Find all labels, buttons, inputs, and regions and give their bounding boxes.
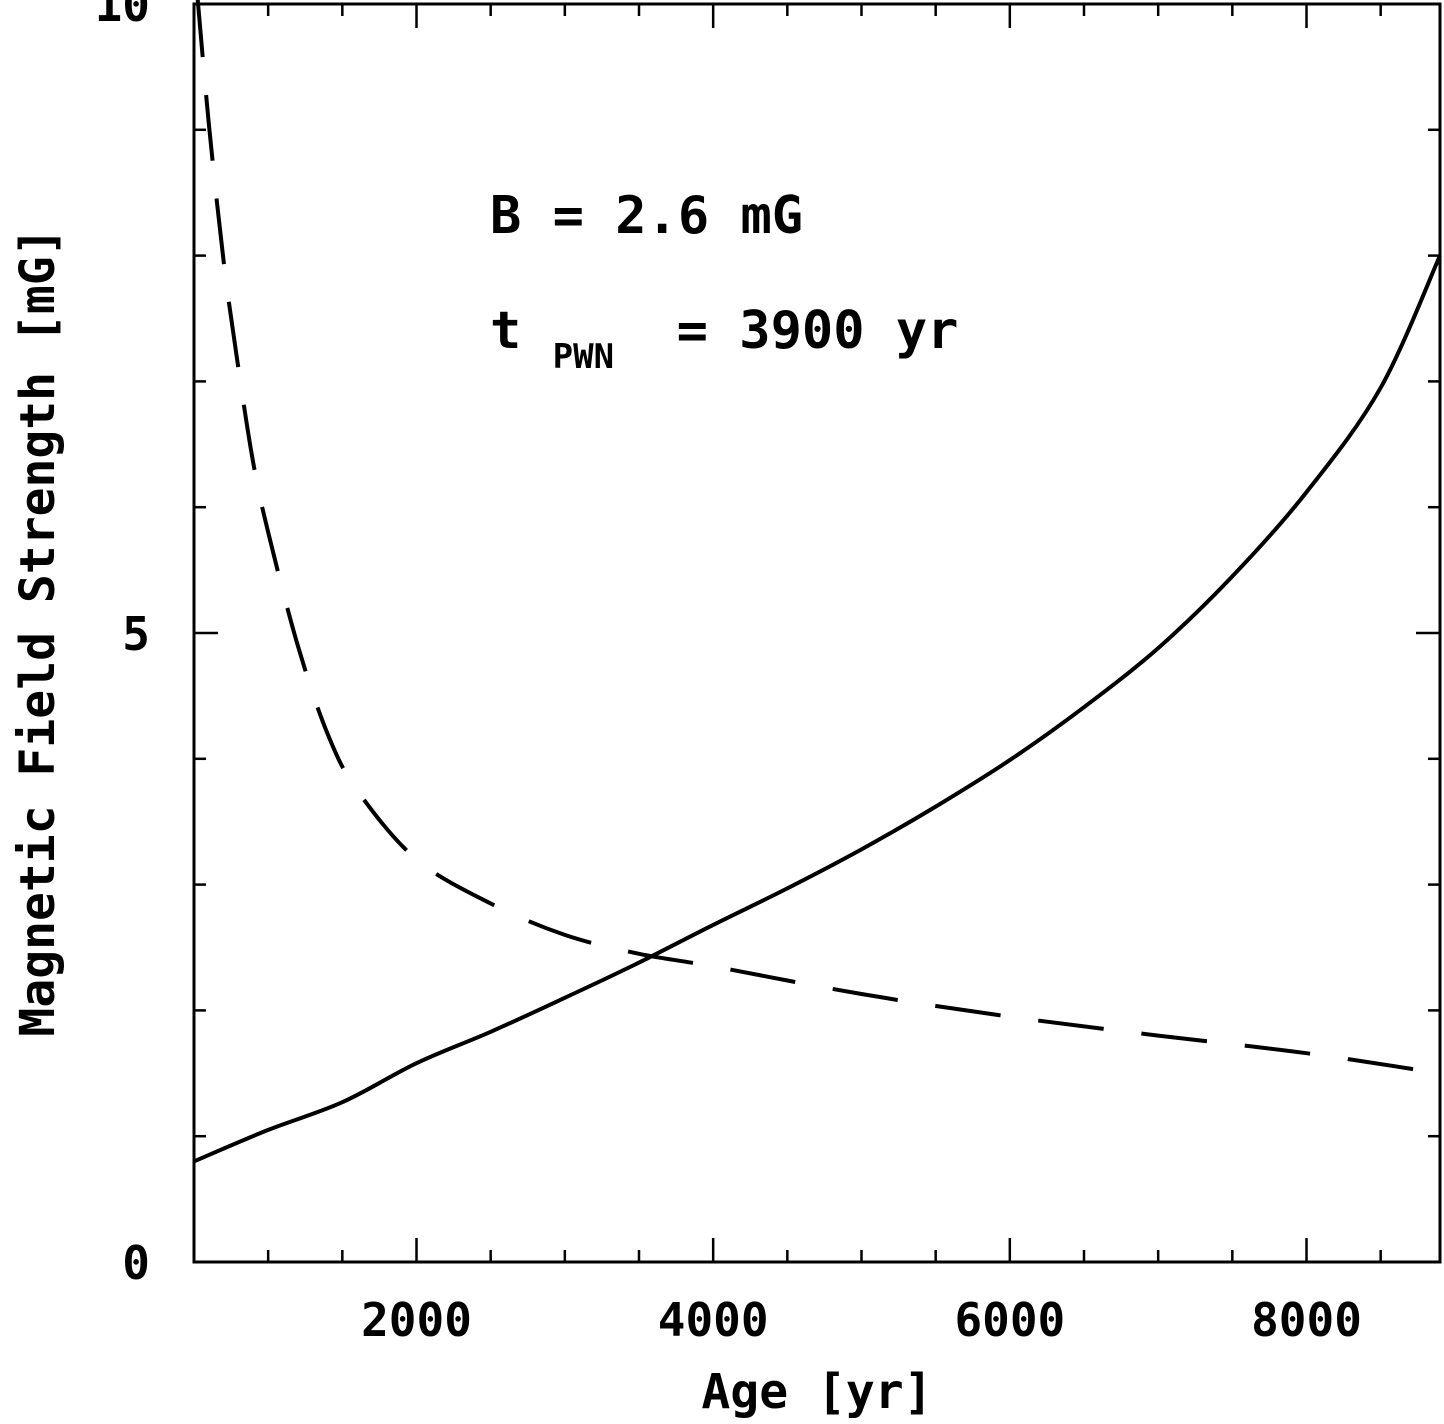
tick-labels: 2000 4000 6000 8000 0 5 10 [95, 0, 1362, 1347]
x-axis-label: Age [yr] [701, 1364, 932, 1420]
x-tick-label: 6000 [954, 1293, 1065, 1347]
b-field-annotation: B = 2.6 mG [490, 186, 803, 246]
x-tick-label: 8000 [1251, 1293, 1362, 1347]
y-tick-label: 0 [122, 1236, 150, 1290]
y-tick-label: 10 [95, 0, 150, 32]
t-pwn-subscript: PWN [553, 337, 614, 377]
t-pwn-main: t [490, 301, 521, 361]
t-pwn-annotation: t PWN = 3900 yr [490, 301, 958, 381]
dashed-series-line [195, 0, 1441, 1076]
solid-series-line [193, 254, 1442, 1164]
y-tick-label: 5 [122, 607, 150, 661]
x-tick-label: 2000 [361, 1293, 472, 1347]
t-pwn-value: = 3900 yr [645, 301, 958, 361]
x-tick-label: 4000 [658, 1293, 769, 1347]
axis-ticks [192, 2, 1440, 1264]
y-axis-label: Magnetic Field Strength [mG] [10, 227, 66, 1036]
series-layer [193, 0, 1442, 1164]
plot-frame [192, 2, 1442, 1264]
